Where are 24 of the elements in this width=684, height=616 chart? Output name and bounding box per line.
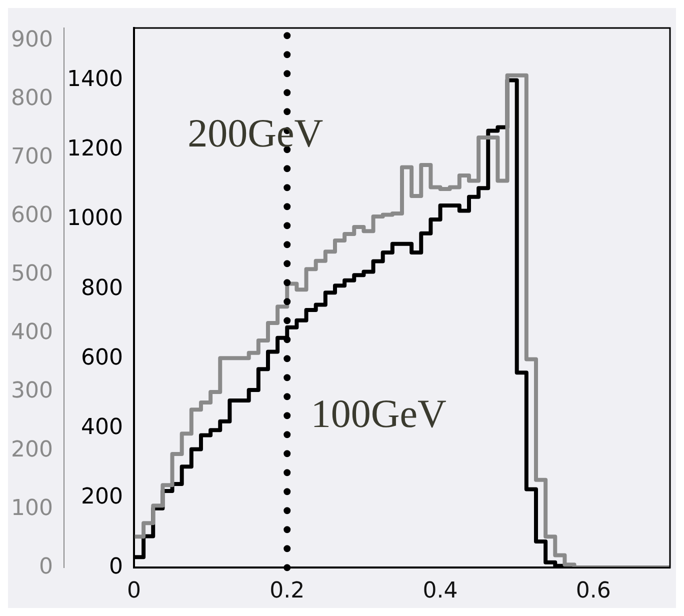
x-tick-label: 0.2 [270, 578, 305, 604]
y2-tick-label: 200 [10, 437, 53, 462]
y-tick-label: 600 [80, 345, 123, 370]
y2-tick-label: 800 [10, 86, 53, 112]
y2-tick-label: 300 [10, 378, 53, 404]
y2-tick-label: 0 [38, 554, 53, 580]
y-tick-label: 200 [80, 484, 123, 510]
y-tick-label: 400 [80, 415, 123, 440]
annotation: 100GeV [310, 391, 447, 436]
y2-tick-label: 600 [10, 203, 53, 228]
x-tick-label: 0.4 [422, 578, 458, 604]
y-tick-label: 1400 [66, 66, 123, 92]
y-tick-label: 1200 [66, 136, 123, 162]
y2-tick-label: 100 [10, 496, 53, 521]
y2-tick-label: 400 [10, 320, 53, 346]
annotation: 200GeV [188, 110, 324, 156]
y2-tick-label: 900 [10, 28, 53, 53]
y2-tick-label: 500 [10, 262, 53, 287]
y-tick-label: 800 [80, 276, 123, 301]
x-tick-label: 0 [126, 578, 141, 604]
y-tick-label: 1000 [66, 206, 123, 232]
y2-tick-label: 700 [10, 144, 53, 170]
x-tick-label: 0.6 [576, 578, 611, 604]
y-tick-label: 0 [108, 554, 123, 580]
